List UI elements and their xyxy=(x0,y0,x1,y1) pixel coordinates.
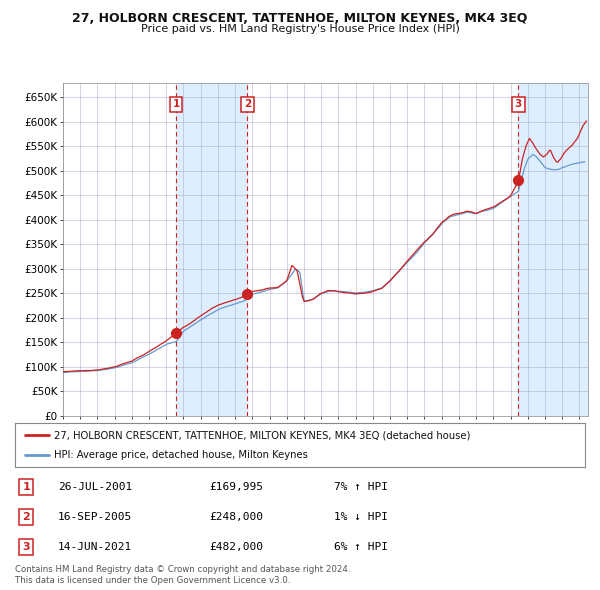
Text: HPI: Average price, detached house, Milton Keynes: HPI: Average price, detached house, Milt… xyxy=(54,450,308,460)
Text: 27, HOLBORN CRESCENT, TATTENHOE, MILTON KEYNES, MK4 3EQ (detached house): 27, HOLBORN CRESCENT, TATTENHOE, MILTON … xyxy=(54,431,470,440)
Text: 2: 2 xyxy=(244,99,251,109)
Text: 1: 1 xyxy=(172,99,180,109)
Text: Price paid vs. HM Land Registry's House Price Index (HPI): Price paid vs. HM Land Registry's House … xyxy=(140,24,460,34)
Text: 14-JUN-2021: 14-JUN-2021 xyxy=(58,542,132,552)
Text: £169,995: £169,995 xyxy=(209,482,263,492)
Text: £248,000: £248,000 xyxy=(209,512,263,522)
Text: 3: 3 xyxy=(23,542,30,552)
Text: 1: 1 xyxy=(23,482,30,492)
Text: £482,000: £482,000 xyxy=(209,542,263,552)
Text: 1% ↓ HPI: 1% ↓ HPI xyxy=(334,512,388,522)
Text: 16-SEP-2005: 16-SEP-2005 xyxy=(58,512,132,522)
Text: 2: 2 xyxy=(23,512,30,522)
Text: 7% ↑ HPI: 7% ↑ HPI xyxy=(334,482,388,492)
Text: 6% ↑ HPI: 6% ↑ HPI xyxy=(334,542,388,552)
Bar xyxy=(176,83,247,416)
Text: 3: 3 xyxy=(515,99,522,109)
Bar xyxy=(518,83,588,416)
Text: Contains HM Land Registry data © Crown copyright and database right 2024.
This d: Contains HM Land Registry data © Crown c… xyxy=(15,565,350,585)
Text: 26-JUL-2001: 26-JUL-2001 xyxy=(58,482,132,492)
Text: 27, HOLBORN CRESCENT, TATTENHOE, MILTON KEYNES, MK4 3EQ: 27, HOLBORN CRESCENT, TATTENHOE, MILTON … xyxy=(73,12,527,25)
